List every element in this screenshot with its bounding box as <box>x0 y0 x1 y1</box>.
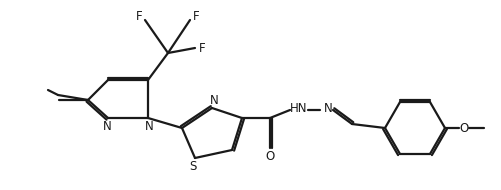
Text: F: F <box>193 10 199 24</box>
Text: O: O <box>266 150 275 164</box>
Text: O: O <box>459 121 468 135</box>
Text: N: N <box>209 94 218 108</box>
Text: N: N <box>145 120 153 132</box>
Text: S: S <box>189 161 197 173</box>
Text: F: F <box>199 43 205 55</box>
Text: F: F <box>136 10 142 24</box>
Text: HN: HN <box>290 101 308 115</box>
Text: N: N <box>324 101 332 115</box>
Text: N: N <box>103 120 111 132</box>
